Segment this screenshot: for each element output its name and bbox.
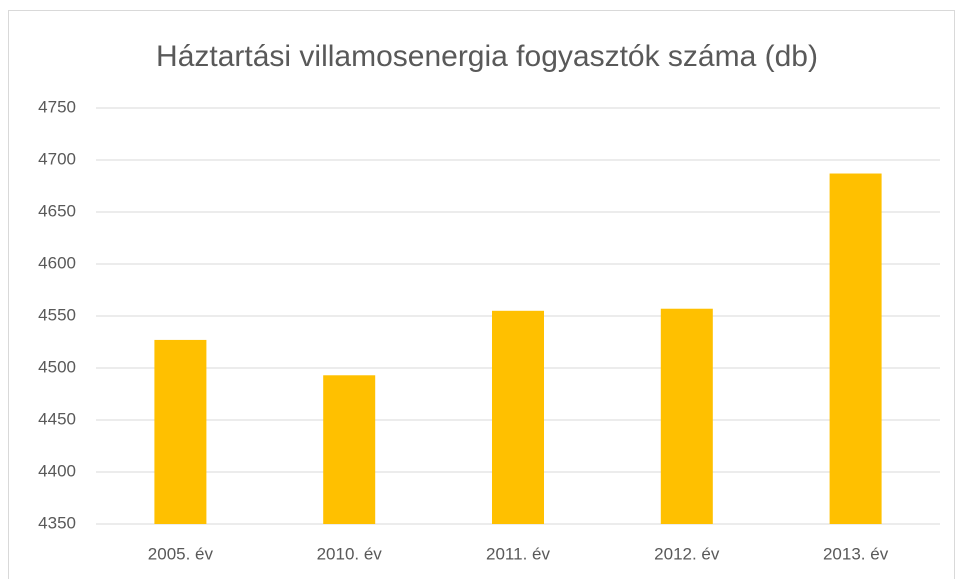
bar xyxy=(660,308,713,524)
y-tick-label: 4450 xyxy=(38,409,76,428)
y-tick-label: 4550 xyxy=(38,305,76,324)
y-tick-label: 4350 xyxy=(38,513,76,532)
y-tick-label: 4500 xyxy=(38,357,76,376)
y-tick-label: 4700 xyxy=(38,149,76,168)
chart-border xyxy=(8,10,955,579)
chart-title: Háztartási villamosenergia fogyasztók sz… xyxy=(156,40,818,73)
y-tick-label: 4650 xyxy=(38,201,76,220)
x-tick-label: 2010. év xyxy=(317,544,383,563)
x-tick-label: 2011. év xyxy=(486,544,550,563)
y-tick-label: 4600 xyxy=(38,253,76,272)
bar xyxy=(323,375,376,524)
x-tick-label: 2013. év xyxy=(823,544,889,563)
x-tick-label: 2005. év xyxy=(148,544,214,563)
bar xyxy=(154,339,207,524)
bar xyxy=(829,173,882,524)
bar xyxy=(492,310,544,524)
x-tick-label: 2012. év xyxy=(654,544,720,563)
y-tick-label: 4400 xyxy=(38,461,76,480)
y-tick-label: 4750 xyxy=(38,97,76,116)
